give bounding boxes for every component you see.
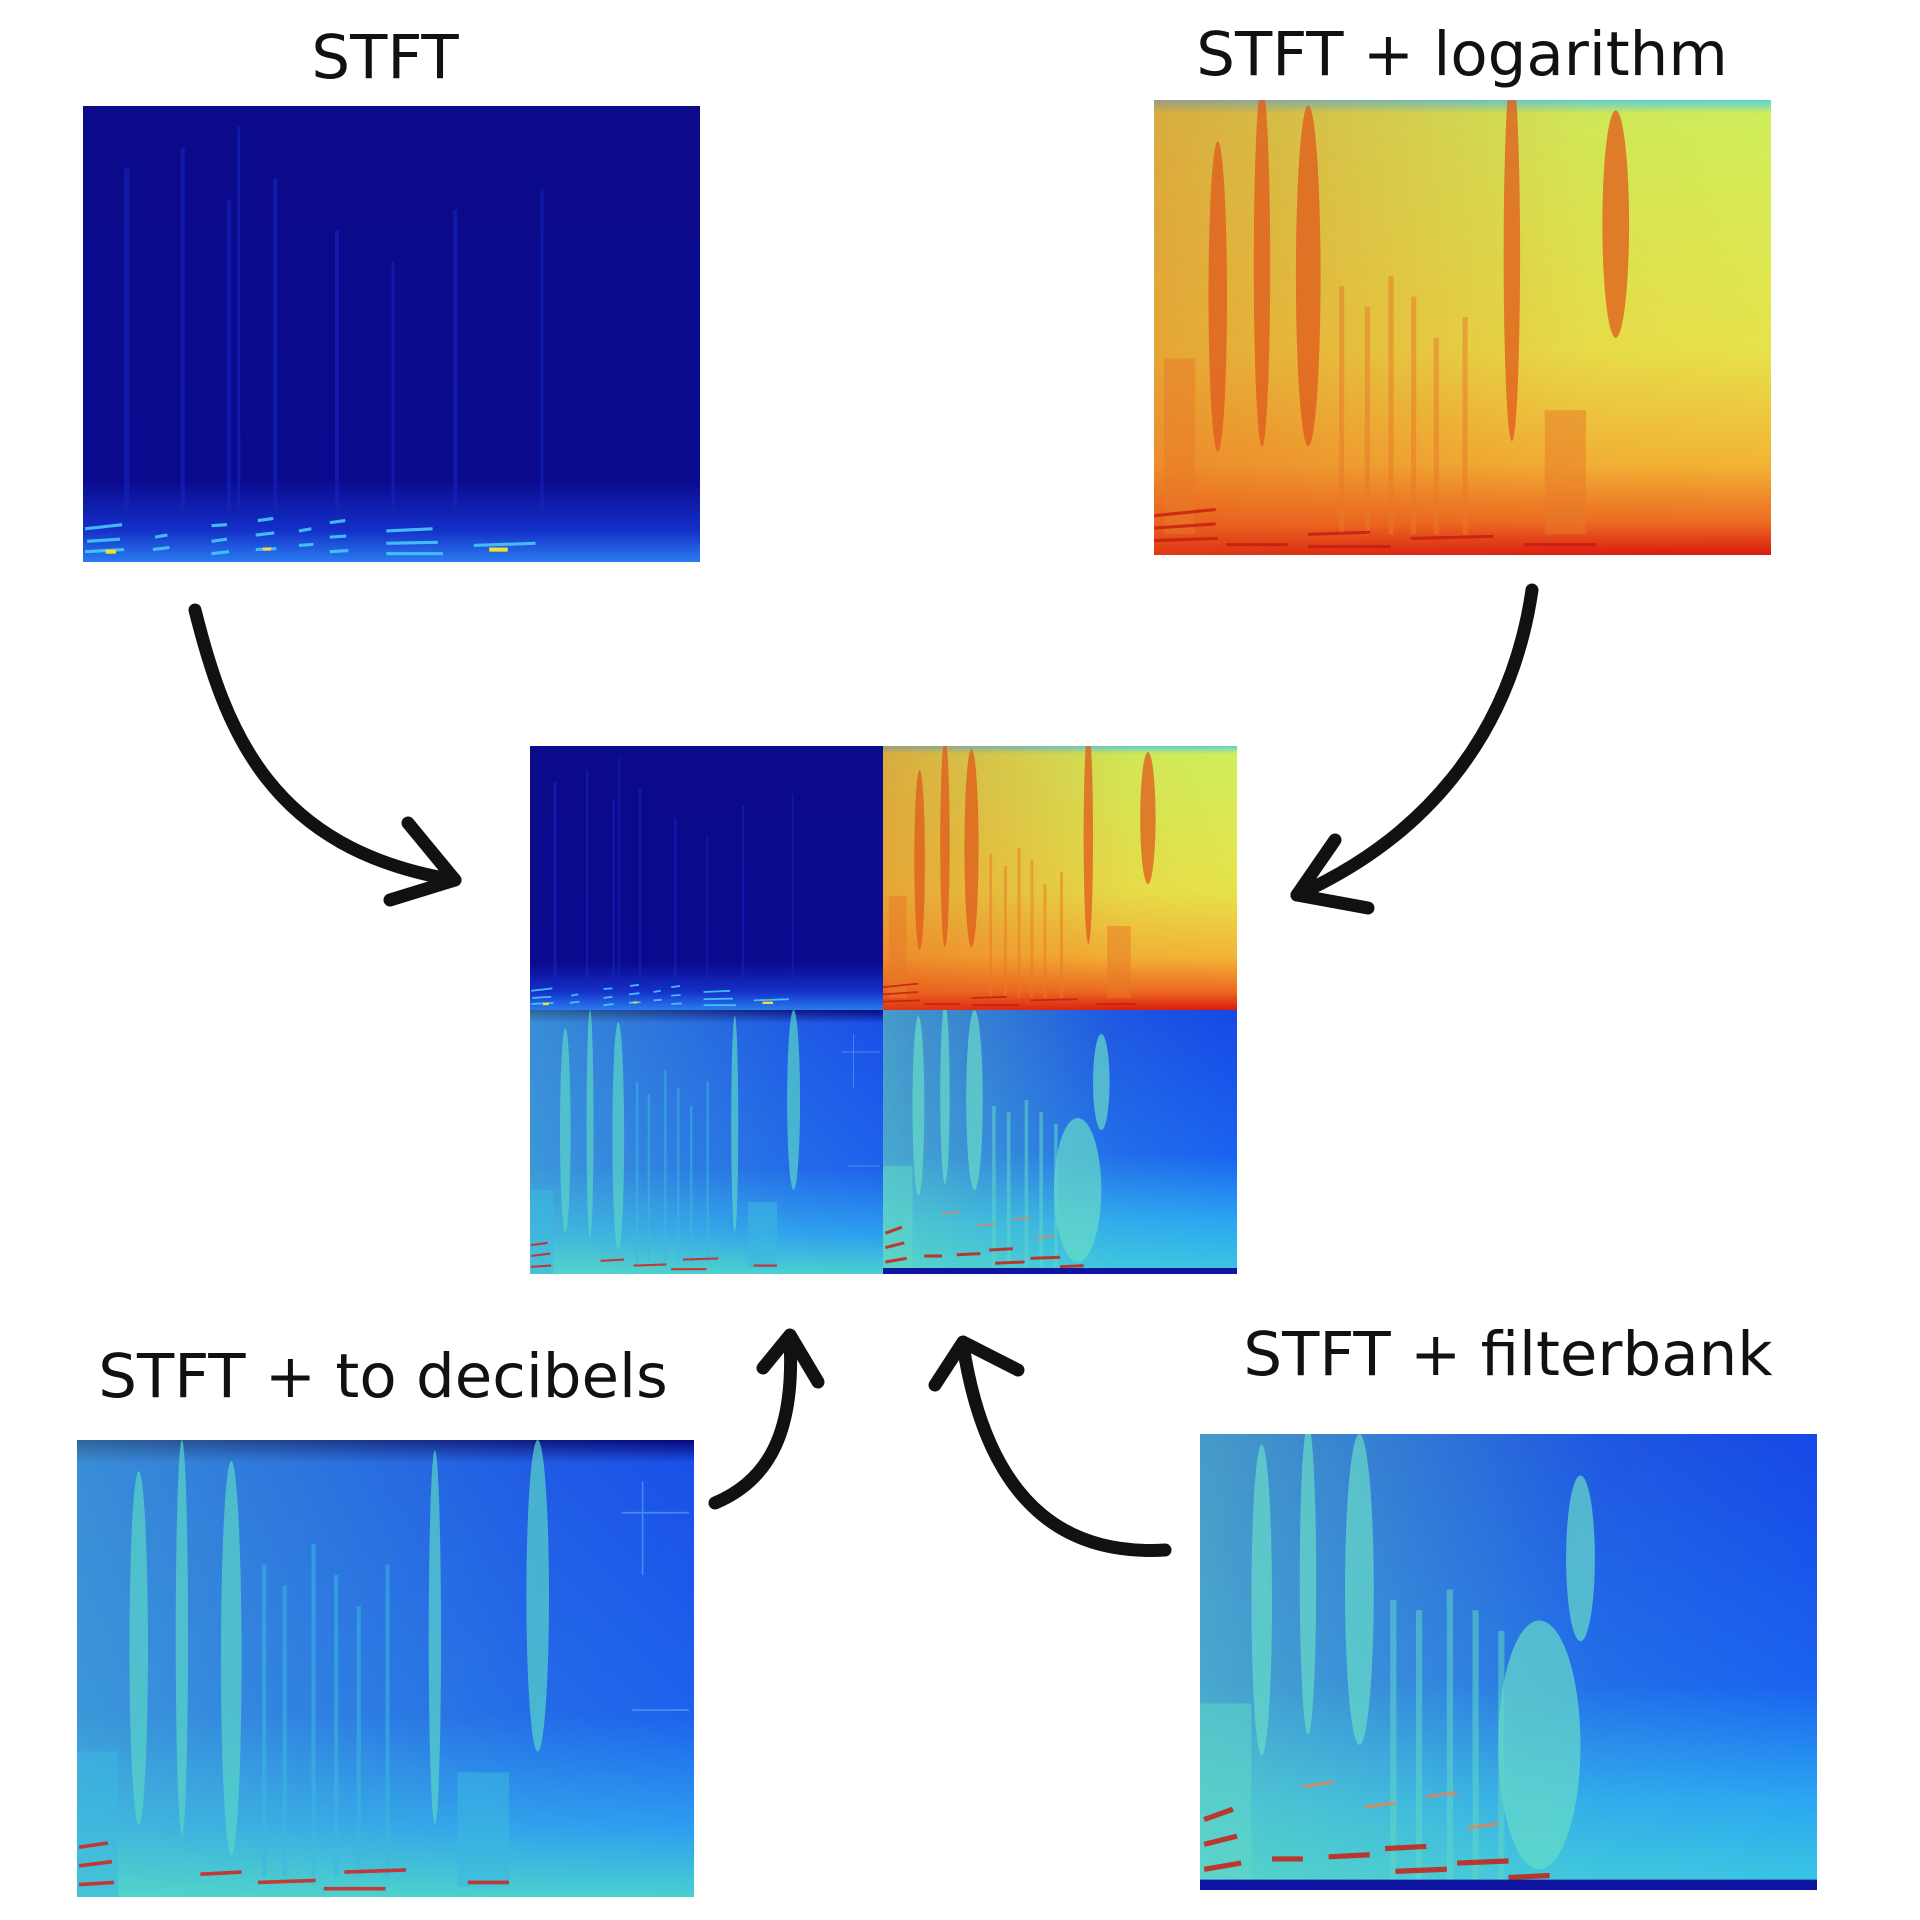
- arrow-logarithm-to-combined: [1290, 583, 1539, 915]
- spectrogram-decibels: [77, 1440, 694, 1897]
- label-logarithm: STFT + logarithm: [1196, 19, 1728, 90]
- combined-spectrogram-grid: [530, 746, 1237, 1274]
- combined-quadrant-filterbank: [883, 1010, 1237, 1274]
- label-stft: STFT: [311, 22, 459, 93]
- combined-quadrant-stft: [530, 746, 883, 1010]
- combined-quadrant-logarithm: [883, 746, 1237, 1010]
- spectrogram-filterbank: [1200, 1424, 1817, 1890]
- label-decibels: STFT + to decibels: [98, 1341, 668, 1412]
- combined-quadrant-decibels: [530, 1010, 883, 1274]
- arrow-decibels-to-combined: [708, 1328, 825, 1510]
- spectrogram-stft: [83, 106, 700, 562]
- label-filterbank: STFT + filterbank: [1243, 1319, 1773, 1390]
- arrow-filterbank-to-combined: [928, 1335, 1172, 1557]
- spectrogram-logarithm: [1154, 100, 1771, 555]
- arrow-stft-to-combined: [188, 603, 462, 907]
